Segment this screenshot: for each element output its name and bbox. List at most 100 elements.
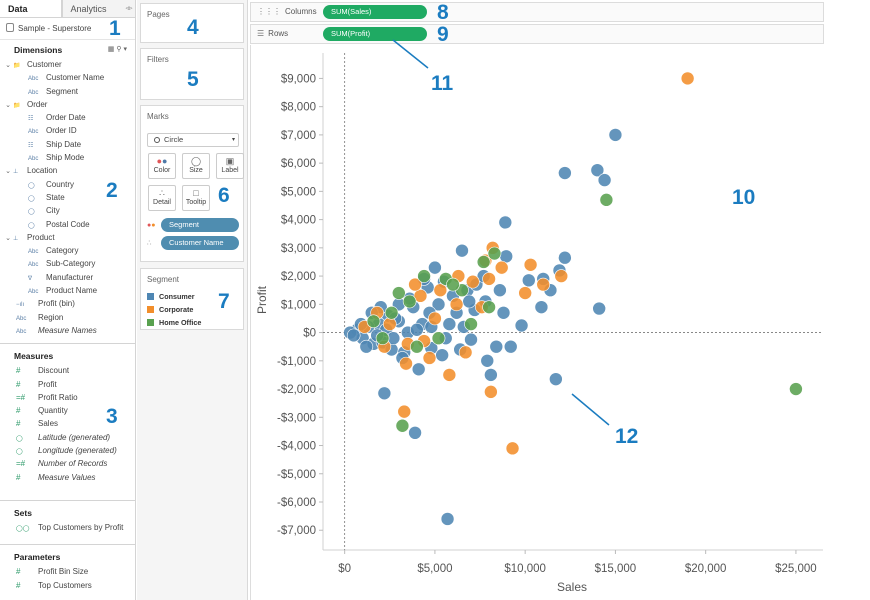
data-point-home-office[interactable] [431, 331, 446, 346]
segment-pill[interactable]: Segment [161, 218, 239, 232]
data-point-consumer[interactable] [558, 166, 572, 180]
data-point-corporate[interactable] [554, 269, 569, 283]
expand-caret-icon[interactable]: ⌄ [5, 234, 11, 242]
data-point-home-office[interactable] [402, 294, 417, 309]
data-point-corporate[interactable] [494, 260, 509, 275]
measure-field[interactable]: # Measure Values [0, 471, 135, 484]
data-point-consumer[interactable] [410, 322, 424, 337]
dimension-field[interactable]: ⌄ 📁 Order [0, 98, 135, 111]
data-point-consumer[interactable] [408, 426, 422, 440]
legend-item-corporate[interactable]: Corporate [141, 303, 243, 316]
data-point-consumer[interactable] [608, 128, 623, 142]
data-point-corporate[interactable] [382, 317, 397, 331]
data-point-corporate[interactable] [482, 272, 496, 286]
sum-sales-pill[interactable]: SUM(Sales) [323, 5, 427, 19]
data-point-corporate[interactable] [449, 297, 464, 312]
dimension-field[interactable]: −ılı Profit (bin) [0, 297, 135, 310]
data-point-home-office[interactable] [410, 339, 424, 354]
data-point-consumer[interactable] [431, 297, 446, 312]
data-point-corporate[interactable] [442, 368, 457, 382]
measure-field[interactable]: =# Number of Records [0, 457, 135, 470]
data-point-consumer[interactable] [489, 339, 504, 354]
data-point-corporate[interactable] [484, 385, 498, 399]
dimension-field[interactable]: Abc Region [0, 311, 135, 324]
dimension-field[interactable]: Abc Customer Name [0, 71, 135, 84]
data-point-consumer[interactable] [590, 163, 605, 177]
size-button[interactable]: ◯ Size [182, 153, 210, 179]
data-point-corporate[interactable] [680, 71, 695, 86]
data-point-corporate[interactable] [408, 277, 422, 292]
dimension-field[interactable]: ◯ Postal Code [0, 218, 135, 231]
data-point-consumer[interactable] [503, 339, 518, 354]
sum-profit-pill[interactable]: SUM(Profit) [323, 27, 427, 41]
dimension-field[interactable]: Abc Ship Mode [0, 151, 135, 164]
data-point-consumer[interactable] [377, 386, 392, 401]
pages-card[interactable]: Pages [140, 3, 244, 43]
measure-field[interactable]: ◯ Latitude (generated) [0, 431, 135, 444]
data-point-corporate[interactable] [523, 257, 538, 272]
parameter-field[interactable]: # Profit Bin Size [0, 565, 135, 578]
data-point-consumer[interactable] [592, 301, 606, 316]
data-point-consumer[interactable] [484, 368, 498, 382]
data-point-consumer[interactable] [493, 283, 507, 298]
measure-field[interactable]: # Sales [0, 417, 135, 430]
data-point-corporate[interactable] [458, 345, 473, 360]
data-point-corporate[interactable] [433, 283, 448, 298]
color-button[interactable]: ●● Color [148, 153, 176, 179]
legend-item-home-office[interactable]: Home Office [141, 316, 243, 329]
rows-shelf[interactable]: ☰ Rows SUM(Profit) [250, 24, 824, 44]
data-point-corporate[interactable] [536, 277, 551, 292]
data-point-home-office[interactable] [446, 277, 460, 292]
data-point-consumer[interactable] [549, 372, 563, 386]
data-point-consumer[interactable] [498, 215, 513, 230]
measure-field[interactable]: ◯ Longitude (generated) [0, 444, 135, 457]
search-icon[interactable]: ⚲ [116, 46, 124, 53]
dimension-field[interactable]: ⌄ ⊥ Product [0, 231, 135, 244]
parameter-field[interactable]: # Top Customers [0, 579, 135, 592]
data-point-consumer[interactable] [440, 512, 455, 526]
data-point-consumer[interactable] [428, 260, 442, 275]
data-point-home-office[interactable] [395, 418, 410, 433]
dimension-field[interactable]: Abc Segment [0, 85, 135, 98]
measure-field[interactable]: # Profit [0, 378, 135, 391]
dimension-field[interactable]: Abc Product Name [0, 284, 135, 297]
data-point-corporate[interactable] [505, 441, 520, 456]
customer-name-pill[interactable]: Customer Name [161, 236, 239, 250]
data-point-consumer[interactable] [558, 250, 572, 265]
dropdown-caret-icon[interactable]: ▾ [123, 46, 129, 53]
data-point-consumer[interactable] [442, 317, 457, 331]
expand-caret-icon[interactable]: ⌄ [5, 101, 11, 109]
data-point-consumer[interactable] [597, 173, 612, 187]
dimension-field[interactable]: ◯ State [0, 191, 135, 204]
data-point-consumer[interactable] [435, 348, 449, 362]
filters-card[interactable]: Filters [140, 48, 244, 100]
data-point-home-office[interactable] [417, 269, 431, 283]
view-canvas[interactable]: $9,000 $8,000 $7,000 $6,000 $5,000 $4,000 $3,0… [250, 45, 824, 600]
dimension-field[interactable]: Abc Sub-Category [0, 257, 135, 270]
label-button[interactable]: ▣ Label [216, 153, 244, 179]
measure-field[interactable]: # Discount [0, 364, 135, 377]
data-point-consumer[interactable] [455, 243, 469, 258]
data-point-consumer[interactable] [480, 354, 495, 368]
data-point-consumer[interactable] [521, 273, 536, 288]
dimension-field[interactable]: Abc Category [0, 244, 135, 257]
dimension-field[interactable]: ⌄ ⊥ Location [0, 164, 135, 177]
data-point-consumer[interactable] [514, 318, 529, 333]
data-point-corporate[interactable] [413, 289, 428, 303]
data-point-consumer[interactable] [464, 332, 478, 347]
data-point-consumer[interactable] [462, 294, 477, 309]
tab-scroll-arrows-icon[interactable]: ◃▹ [123, 0, 135, 17]
data-point-home-office[interactable] [789, 382, 803, 396]
data-point-home-office[interactable] [482, 300, 496, 314]
dimension-field[interactable]: ⌄ 📁 Customer [0, 58, 135, 71]
data-point-corporate[interactable] [466, 274, 480, 289]
columns-shelf[interactable]: ⋮⋮⋮ Columns SUM(Sales) [250, 2, 824, 22]
tab-data[interactable]: Data [0, 0, 62, 17]
expand-caret-icon[interactable]: ⌄ [5, 62, 11, 69]
data-point-home-office[interactable] [384, 305, 399, 320]
detail-button[interactable]: ∴ Detail [148, 185, 176, 211]
measure-field[interactable]: =# Profit Ratio [0, 391, 135, 404]
tooltip-button[interactable]: □ Tooltip [182, 185, 210, 211]
tab-analytics[interactable]: Analytics [61, 0, 123, 17]
data-point-consumer[interactable] [496, 305, 511, 320]
